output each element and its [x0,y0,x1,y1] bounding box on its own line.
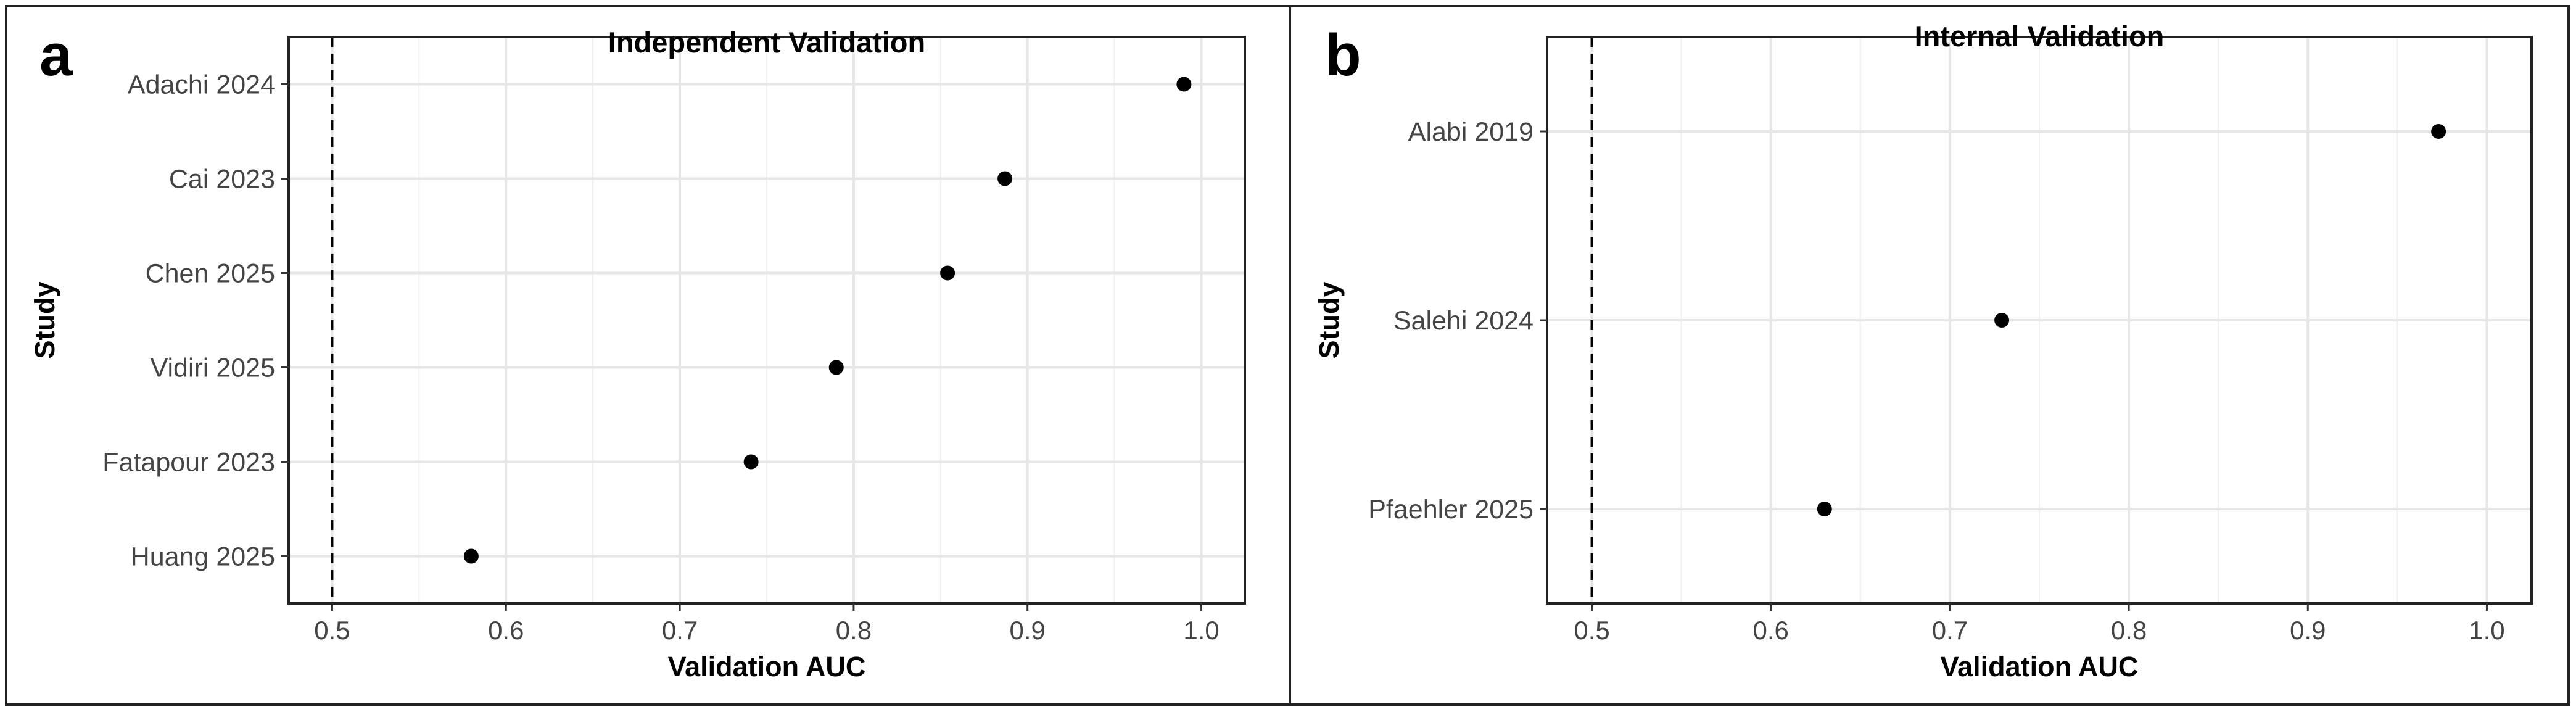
chart-panel-1: 0.5 0.6 0.7 0.8 0.9 1.0 Alabi 2019 Salehi 2024 P… [1313,20,2533,682]
chart-panel-0: 0.5 0.6 0.7 0.8 0.9 1.0 Adachi 2024 Cai 2023 Che… [29,26,1246,682]
x-tick-label: 0.6 [1753,616,1789,645]
x-tick-label: 0.5 [314,616,350,645]
y-tick-label: Vidiri 2025 [151,354,275,383]
y-axis-title: Study [29,281,60,358]
x-tick-label: 0.8 [2111,616,2147,645]
chart-title: Independent Validation [608,26,925,59]
data-point [1994,313,2010,328]
figure-frame [5,5,2570,706]
data-point [828,360,844,375]
x-tick-label: 0.9 [1010,616,1046,645]
x-tick-label: 0.5 [1574,616,1609,645]
x-tick-label: 1.0 [2469,616,2504,645]
panel-divider [1289,5,1291,706]
data-point [463,548,479,564]
plot-border [287,36,1246,605]
data-point [1817,502,1832,516]
y-tick-label: Adachi 2024 [128,70,275,100]
panel-letter-a: a [39,22,73,88]
y-tick-label: Fatapour 2023 [102,448,275,478]
panel-letter-b: b [1325,22,1361,88]
x-tick-label: 0.6 [488,616,524,645]
y-tick-label: Huang 2025 [131,542,275,572]
chart-title: Internal Validation [1915,20,2165,52]
data-point [997,171,1013,186]
y-tick-label: Pfaehler 2025 [1368,495,1534,524]
gridlines [1547,37,2532,603]
data-point [940,265,956,281]
data-point [1176,77,1192,92]
y-tick-label: Salehi 2024 [1393,306,1534,336]
y-tick-label: Cai 2023 [169,165,275,194]
x-tick-label: 0.7 [662,616,698,645]
x-axis-title: Validation AUC [1941,651,2139,682]
y-axis-title: Study [1313,281,1345,358]
x-tick-label: 0.7 [1932,616,1968,645]
x-axis-title: Validation AUC [668,651,866,682]
x-tick-label: 1.0 [1183,616,1219,645]
data-point [2431,124,2446,139]
y-tick-label: Alabi 2019 [1408,117,1534,147]
x-tick-label: 0.9 [2290,616,2326,645]
data-point [743,454,759,470]
x-tick-label: 0.8 [836,616,872,645]
y-tick-label: Chen 2025 [146,259,275,289]
